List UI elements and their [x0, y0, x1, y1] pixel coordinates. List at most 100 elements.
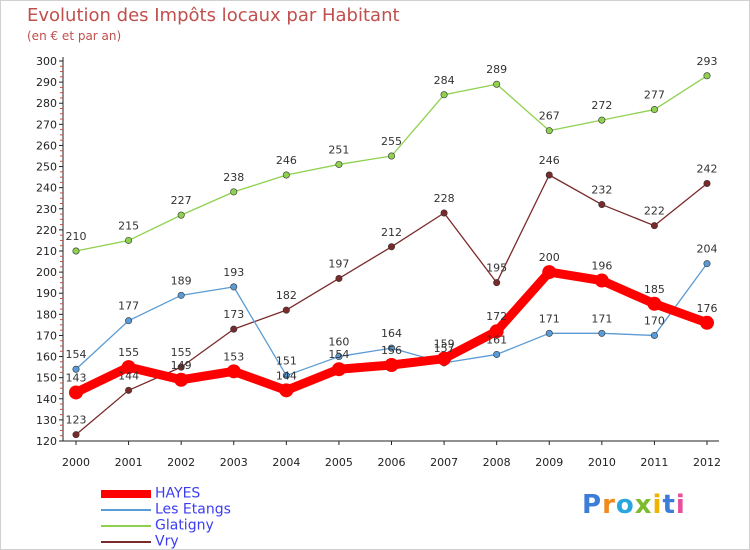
- data-label-les-etangs: 151: [276, 355, 297, 368]
- x-tick-label: 2008: [483, 456, 511, 469]
- data-point-vry: [335, 274, 343, 282]
- x-tick-label: 2006: [378, 456, 406, 469]
- x-tick-label: 2003: [220, 456, 248, 469]
- data-label-hayes: 154: [328, 348, 349, 361]
- data-label-les-etangs: 171: [539, 312, 560, 325]
- data-point-hayes: [384, 358, 399, 372]
- logo-letter: x: [634, 490, 653, 520]
- legend-label-hayes: HAYES: [155, 485, 201, 502]
- y-tick-label: 270: [36, 118, 57, 131]
- data-label-glatigny: 293: [697, 55, 718, 68]
- data-label-les-etangs: 161: [486, 333, 507, 346]
- data-label-glatigny: 210: [66, 230, 87, 243]
- data-label-vry: 232: [591, 184, 612, 197]
- data-label-glatigny: 215: [118, 219, 139, 232]
- data-point-les-etangs: [125, 317, 133, 325]
- data-label-glatigny: 272: [591, 99, 612, 112]
- x-tick-label: 2012: [693, 456, 721, 469]
- data-label-glatigny: 267: [539, 110, 560, 123]
- legend-label-glatigny: Glatigny: [155, 517, 214, 534]
- logo-letter: P: [582, 490, 603, 520]
- data-point-glatigny: [72, 247, 80, 255]
- data-label-les-etangs: 177: [118, 300, 139, 313]
- legend-label-les-etangs: Les Etangs: [155, 501, 231, 518]
- y-tick-label: 160: [36, 351, 57, 364]
- series-line-vry: [75, 174, 708, 436]
- data-point-hayes: [437, 351, 452, 366]
- data-label-hayes: 156: [381, 344, 402, 357]
- y-tick-label: 130: [36, 414, 57, 427]
- data-point-glatigny: [598, 116, 606, 124]
- data-point-glatigny: [545, 127, 553, 135]
- data-label-hayes: 153: [223, 350, 244, 363]
- data-label-vry: 182: [276, 289, 297, 302]
- data-point-vry: [387, 243, 395, 251]
- data-point-les-etangs: [650, 331, 658, 339]
- data-point-hayes: [69, 385, 83, 400]
- x-tick-label: 2009: [535, 456, 563, 469]
- data-point-vry: [177, 363, 185, 371]
- data-point-vry: [440, 209, 448, 217]
- data-label-hayes: 172: [486, 310, 507, 323]
- data-point-hayes: [647, 296, 662, 311]
- data-label-les-etangs: 204: [697, 243, 718, 256]
- data-label-glatigny: 284: [434, 74, 455, 87]
- x-tick-label: 2007: [430, 456, 458, 469]
- logo-letter: i: [652, 490, 663, 520]
- data-label-vry: 123: [66, 414, 87, 427]
- legend-swatch-vry: [101, 540, 151, 543]
- data-label-vry: 195: [486, 262, 507, 275]
- data-point-les-etangs: [545, 329, 553, 337]
- logo-letter: t: [662, 490, 676, 520]
- data-point-vry: [125, 386, 133, 394]
- data-point-les-etangs: [177, 291, 185, 299]
- data-label-vry: 242: [697, 162, 718, 175]
- data-label-hayes: 144: [276, 369, 297, 382]
- data-point-vry: [282, 306, 290, 314]
- data-label-hayes: 143: [66, 371, 87, 384]
- y-tick-label: 240: [36, 182, 57, 195]
- data-point-glatigny: [335, 160, 343, 168]
- data-point-glatigny: [440, 91, 448, 99]
- data-point-vry: [545, 171, 553, 179]
- data-point-vry: [493, 279, 501, 287]
- y-tick-label: 190: [36, 287, 57, 300]
- y-tick-label: 290: [36, 76, 57, 89]
- data-label-hayes: 185: [644, 283, 665, 296]
- data-label-vry: 222: [644, 205, 665, 218]
- y-tick-label: 220: [36, 224, 57, 237]
- data-point-vry: [72, 431, 80, 439]
- data-label-vry: 155: [171, 346, 192, 359]
- data-label-glatigny: 255: [381, 135, 402, 148]
- data-point-glatigny: [493, 80, 501, 88]
- data-label-hayes: 159: [434, 338, 455, 351]
- data-label-vry: 144: [118, 369, 139, 382]
- x-tick-label: 2010: [588, 456, 616, 469]
- logo-letter: r: [602, 490, 616, 520]
- legend: HAYES Les Etangs Glatigny Vry: [101, 485, 231, 550]
- y-tick-label: 280: [36, 97, 57, 110]
- legend-item-les-etangs: Les Etangs: [101, 501, 231, 518]
- x-tick-label: 2000: [62, 456, 90, 469]
- data-point-hayes: [700, 315, 714, 330]
- legend-swatch-glatigny: [101, 524, 151, 527]
- data-label-hayes: 176: [697, 302, 718, 315]
- series-line-glatigny: [75, 75, 708, 252]
- data-point-les-etangs: [703, 260, 711, 268]
- data-label-les-etangs: 160: [328, 336, 349, 349]
- x-tick-label: 2001: [115, 456, 143, 469]
- data-point-hayes: [226, 364, 241, 379]
- y-tick-label: 150: [36, 372, 57, 385]
- data-label-hayes: 149: [171, 359, 192, 372]
- data-label-hayes: 200: [539, 251, 560, 264]
- data-point-les-etangs: [493, 350, 501, 358]
- proxiti-logo: Proxiti: [582, 490, 686, 520]
- data-point-hayes: [594, 273, 609, 288]
- data-point-glatigny: [650, 106, 658, 114]
- data-point-glatigny: [177, 211, 185, 219]
- data-point-glatigny: [387, 152, 395, 160]
- y-tick-label: 170: [36, 329, 57, 342]
- data-point-les-etangs: [72, 365, 80, 373]
- data-point-les-etangs: [282, 372, 290, 380]
